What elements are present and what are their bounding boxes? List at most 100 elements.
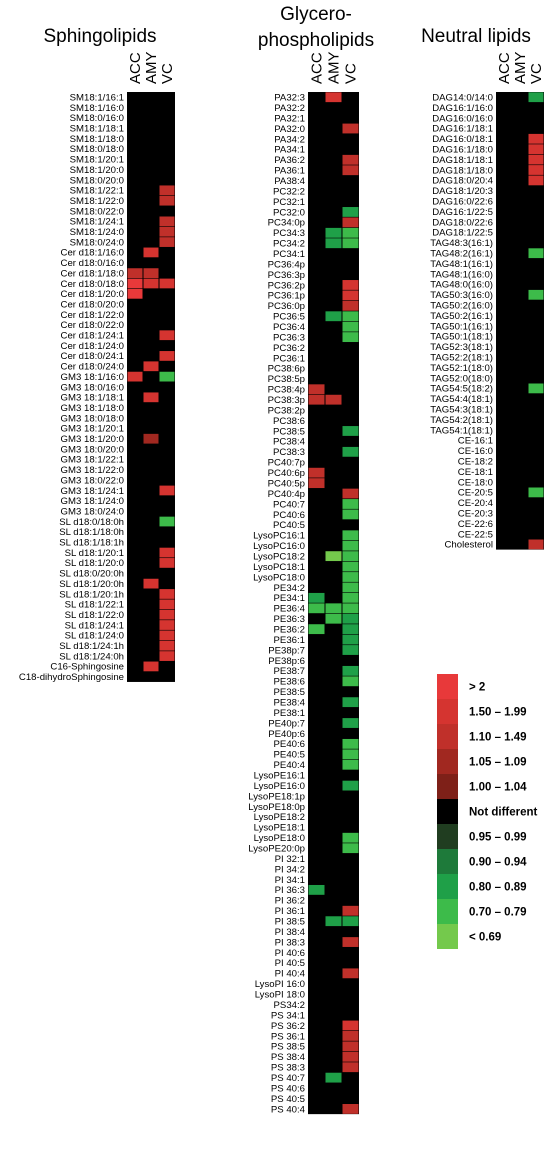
legend-swatch <box>437 924 458 949</box>
heat-cell <box>342 123 359 134</box>
row-label: PE36:3 <box>274 614 305 625</box>
heat-cell <box>528 175 544 186</box>
heat-cell <box>143 278 159 289</box>
heat-cell <box>308 478 325 489</box>
row-label: PE40:4 <box>274 760 306 771</box>
heat-cell <box>308 384 325 395</box>
row-label: SL d18:1/22:0 <box>65 610 124 621</box>
column-header: AMY <box>143 51 160 84</box>
heat-cell <box>342 738 359 749</box>
heat-cell <box>308 603 325 614</box>
heat-cell <box>342 572 359 582</box>
heat-cell <box>342 645 359 655</box>
row-label: PE38:6 <box>274 677 305 688</box>
heat-cell <box>342 321 359 332</box>
heat-cell <box>127 278 143 289</box>
row-label: PC40:7 <box>273 499 305 510</box>
legend-label: 0.80 – 0.89 <box>469 882 527 894</box>
row-label: PE38p:7 <box>268 645 305 656</box>
row-label: PE40:5 <box>274 750 305 761</box>
heat-cell <box>342 1041 359 1052</box>
row-label: SM18:1/22:1 <box>70 186 124 197</box>
row-label: TAG48:0(16:0) <box>430 280 493 291</box>
row-label: PC32:2 <box>273 186 305 197</box>
legend-label: Not different <box>469 807 538 819</box>
heat-cell <box>159 620 175 630</box>
heat-cell <box>159 330 175 341</box>
row-label: TAG52:3(18:1) <box>430 342 493 353</box>
row-label: DAG16:1/16:0 <box>432 103 493 114</box>
column-header: ACC <box>127 52 144 84</box>
row-label: LysoPC16:1 <box>253 531 305 542</box>
legend-swatch <box>437 774 458 799</box>
row-label: GM3 18:1/20:0 <box>61 434 124 445</box>
row-label: LysoPE20:0p <box>248 844 305 855</box>
heat-cell <box>127 371 143 382</box>
row-label: Cer d18:0/24:0 <box>61 362 124 373</box>
row-label: PI 38:5 <box>275 917 305 928</box>
heat-cell <box>308 592 325 603</box>
row-label: PC36:1p <box>268 291 305 302</box>
heat-cell <box>159 640 175 651</box>
row-label: CE-20:5 <box>458 488 493 499</box>
heat-cell <box>159 516 175 527</box>
row-label: PE40p:6 <box>268 729 305 740</box>
row-label: TAG50:3(16:0) <box>430 290 493 301</box>
row-label: SL d18:0/18:0h <box>59 517 124 528</box>
row-label: DAG18:1/18:1 <box>432 155 493 166</box>
row-label: PE34:2 <box>274 583 305 594</box>
panel-title: Neutral lipids <box>421 26 531 47</box>
heat-cell <box>159 558 175 568</box>
heat-cell <box>342 968 359 979</box>
legend-label: < 0.69 <box>469 932 501 944</box>
panel-title: Sphingolipids <box>43 26 156 47</box>
heat-cell <box>528 383 544 394</box>
row-label: TAG48:3(16:1) <box>430 238 493 249</box>
heat-cell <box>159 216 175 227</box>
row-label: SM18:1/18:1 <box>70 124 124 135</box>
row-label: Cer d18:1/20:0 <box>61 289 124 300</box>
heat-cell <box>143 392 159 403</box>
row-label: PE38:1 <box>274 708 305 719</box>
row-label: CE-18:1 <box>458 467 493 478</box>
row-label: TAG52:2(18:1) <box>430 353 493 364</box>
row-label: SL d18:1/24:0 <box>65 631 124 642</box>
row-label: PC32:0 <box>273 207 305 218</box>
legend-label: 1.05 – 1.09 <box>469 757 527 769</box>
row-label: SL d18:1/24:1 <box>65 620 124 631</box>
row-label: SM18:1/18:0 <box>70 134 124 145</box>
legend-label: 0.90 – 0.94 <box>469 857 527 869</box>
heat-cell <box>342 280 359 290</box>
row-label: LysoPE18:1 <box>254 823 305 834</box>
row-label: PC36:3p <box>268 270 305 281</box>
row-label: PC34:0p <box>268 218 305 229</box>
heat-cell <box>342 154 359 165</box>
row-label: TAG54:2(18:1) <box>430 415 493 426</box>
heat-cell <box>159 547 175 558</box>
heat-cell <box>143 361 159 372</box>
heat-cell <box>325 227 342 238</box>
row-label: PC38:4 <box>273 437 306 448</box>
heat-cell <box>127 288 143 299</box>
row-label: SM18:1/24:1 <box>70 217 124 228</box>
row-label: PS 40:6 <box>271 1083 305 1094</box>
row-label: SL d18:1/20:1 <box>65 548 124 559</box>
heat-cell <box>342 624 359 635</box>
row-label: PE36:1 <box>274 635 305 646</box>
row-label: DAG18:0/20:4 <box>432 176 493 187</box>
row-label: TAG50:2(16:1) <box>430 311 493 322</box>
heat-cell <box>342 676 359 687</box>
row-label: Cer d18:1/22:0 <box>61 310 124 321</box>
row-label: PC38:2p <box>268 405 305 416</box>
row-label: PS 38:4 <box>271 1052 306 1063</box>
heat-cell <box>528 165 544 175</box>
row-label: GM3 18:1/16:0 <box>61 372 124 383</box>
heat-cell <box>308 394 325 405</box>
row-label: PI 36:1 <box>275 906 305 917</box>
row-label: PC40:5p <box>268 478 305 489</box>
row-label: DAG18:0/22:6 <box>432 217 493 228</box>
row-label: DAG16:0/16:0 <box>432 113 493 124</box>
